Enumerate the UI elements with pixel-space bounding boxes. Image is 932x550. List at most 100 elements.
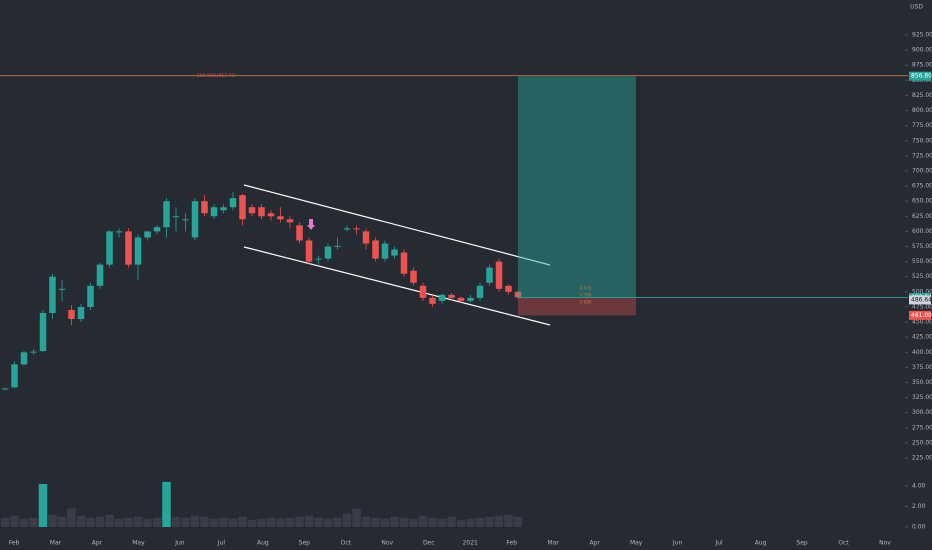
volume-bar (295, 516, 304, 527)
volume-bar (437, 518, 447, 527)
x-tick-label: Jun (174, 540, 185, 547)
y-tick-label: 775.00 (912, 122, 932, 129)
y-tick-label: 475.00 (912, 303, 932, 310)
volume-bar (504, 514, 513, 527)
volume-bar (152, 517, 162, 527)
volume-bar (314, 517, 323, 527)
candle-body (505, 285, 512, 292)
candle-body (96, 264, 104, 286)
volume-bar (342, 513, 352, 527)
y-tick-label: 525.00 (912, 273, 932, 280)
loss-zone (518, 297, 636, 316)
price-tag-bg (909, 295, 931, 305)
candle-body (267, 213, 275, 217)
y-tick-label: 375.00 (912, 364, 932, 371)
candle-body (286, 219, 294, 223)
x-tick-label: Jun (672, 540, 683, 547)
volume-bar (95, 516, 105, 527)
y-tick-label: 400.00 (912, 349, 932, 356)
x-tick-label: Oct (341, 540, 352, 547)
arrow-marker (307, 219, 315, 230)
volume-bar (124, 517, 133, 527)
candle-body (324, 246, 332, 259)
candle-body (20, 352, 28, 365)
volume-bar (10, 515, 19, 527)
volume-bar (257, 518, 266, 527)
volume-tick-label: 0.00 (912, 524, 926, 531)
y-tick-label: 825.00 (912, 92, 932, 99)
volume-bar (114, 518, 124, 527)
candle-body (305, 240, 313, 262)
volume-bar (67, 508, 76, 527)
volume-bar (219, 517, 228, 527)
volume-bar (19, 518, 29, 527)
x-tick-label: Dec (423, 540, 435, 547)
x-tick-label: May (132, 540, 145, 547)
candle-body (134, 237, 142, 265)
volume-bar (399, 517, 409, 527)
candle-body (514, 291, 522, 298)
candle-body (210, 207, 218, 217)
x-tick-label: 2021 (463, 540, 478, 547)
volume-bar (475, 517, 485, 527)
volume-bar (285, 517, 295, 527)
x-tick-label: Mar (548, 540, 560, 547)
volume-bar (86, 517, 95, 527)
candle-body (144, 231, 151, 238)
fib-label: 0.618 (580, 286, 592, 291)
x-tick-label: Oct (838, 540, 849, 547)
volume-bar (181, 517, 190, 527)
candle-body (49, 276, 56, 313)
volume-tick-label: 4.00 (912, 483, 926, 490)
volume-bar (48, 514, 57, 527)
x-tick-label: Sep (796, 540, 808, 547)
candle-body (39, 312, 47, 352)
volume-bar (105, 514, 114, 527)
candle-body (429, 297, 436, 304)
x-tick-label: Apr (589, 540, 600, 547)
x-tick-label: Apr (92, 540, 103, 547)
candle-body (315, 258, 322, 260)
candle-body (400, 252, 408, 274)
y-tick-label: 550.00 (912, 258, 932, 265)
y-tick-label: 425.00 (912, 334, 932, 341)
x-tick-label: May (630, 540, 643, 547)
candle-body (115, 231, 123, 233)
candle-body (467, 297, 474, 301)
volume-bar (418, 515, 428, 527)
volume-bar (513, 516, 523, 527)
currency: USD (910, 4, 923, 11)
candle-body (153, 227, 161, 232)
volume-bar (133, 516, 143, 527)
volume-bar (57, 516, 67, 527)
stop-tag-bg (909, 310, 931, 320)
candle-body (486, 267, 493, 283)
candle-body (391, 249, 398, 256)
volume-bar (361, 516, 371, 527)
volume-bar (428, 517, 437, 527)
candle-body (172, 216, 180, 218)
y-tick-label: 250.00 (912, 439, 932, 446)
candle-body (362, 231, 370, 244)
candle-body (438, 294, 446, 301)
volume-bar (447, 516, 456, 527)
volume-bar (371, 517, 380, 527)
volume-bar (228, 518, 238, 527)
candle-body (1, 388, 9, 390)
candle-body (125, 231, 132, 265)
y-tick-label: 575.00 (912, 243, 932, 250)
volume-bar (238, 516, 247, 527)
volume-bar (29, 517, 38, 527)
candle-body (77, 306, 85, 320)
volume-bar (352, 508, 361, 527)
candle-body (11, 364, 18, 388)
candle-body (248, 207, 256, 214)
y-tick-label: 675.00 (912, 183, 932, 190)
fib-label: 0.886 (580, 300, 592, 305)
x-tick-label: Jul (217, 540, 226, 547)
candle-body (476, 285, 484, 298)
candle-body (296, 225, 303, 241)
volume-bar (456, 519, 466, 527)
volume-bar (209, 518, 219, 527)
